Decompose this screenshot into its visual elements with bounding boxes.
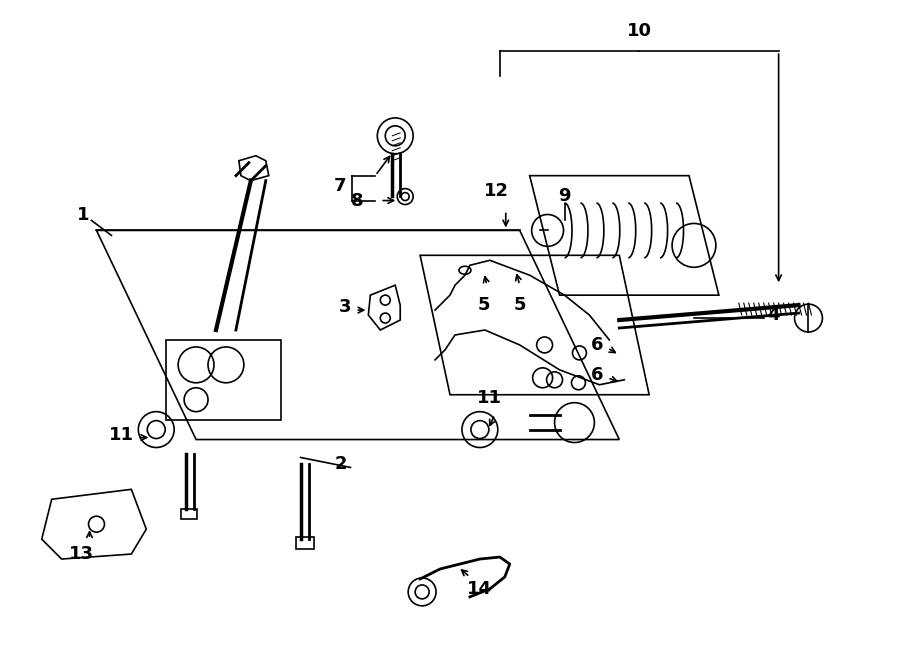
Text: 8: 8	[351, 192, 364, 210]
Text: 1: 1	[77, 206, 90, 225]
Bar	[296, 537, 313, 549]
Text: 11: 11	[109, 426, 134, 444]
Text: 4: 4	[768, 306, 780, 324]
Text: 2: 2	[334, 455, 346, 473]
Text: 3: 3	[339, 298, 352, 316]
Text: 11: 11	[477, 389, 502, 407]
Text: 5: 5	[478, 296, 491, 314]
Text: 7: 7	[334, 176, 346, 194]
Text: 13: 13	[69, 545, 94, 563]
Text: 5: 5	[514, 296, 526, 314]
Text: 6: 6	[591, 336, 604, 354]
Text: 14: 14	[467, 580, 492, 598]
Text: 10: 10	[626, 22, 652, 40]
Text: 12: 12	[484, 182, 509, 200]
Bar	[181, 509, 197, 519]
Text: 6: 6	[591, 366, 604, 384]
Text: 9: 9	[558, 186, 571, 204]
